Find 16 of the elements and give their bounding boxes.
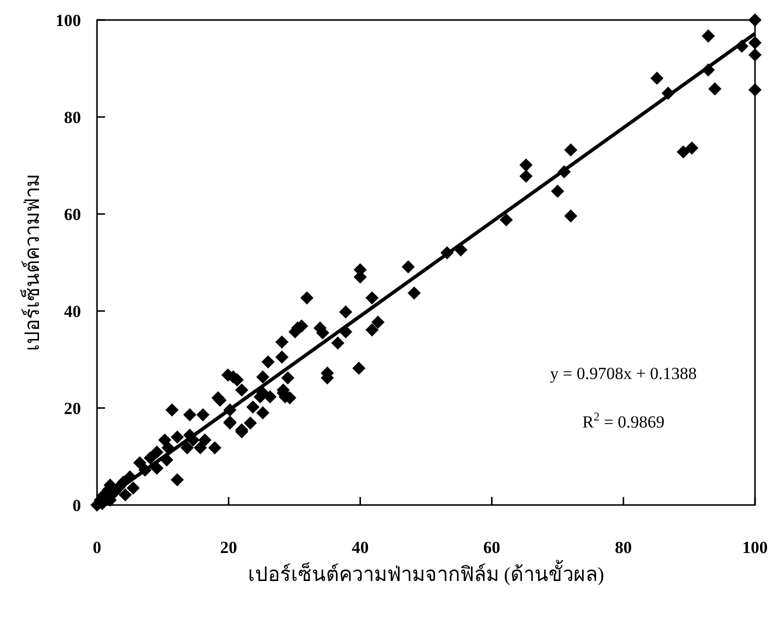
y-tick-label: 60 [64, 204, 81, 224]
x-tick-label: 20 [220, 538, 238, 557]
x-tick-label: 60 [483, 538, 500, 557]
y-tick-label: 40 [64, 302, 81, 321]
x-tick-label: 80 [614, 538, 632, 557]
y-axis-title: เปอร์เซ็นต์ความฟ่าม [19, 174, 44, 351]
x-tick-label: 0 [92, 538, 102, 557]
annotation: R$^{2}$ = 0.9869 [582, 409, 664, 432]
y-tick-label: 20 [64, 398, 81, 418]
x-axis-title: เปอร์เซ็นต์ความฟ่ามจากฟิล์ม (ด้านขั้วผล) [248, 560, 604, 586]
y-tick-label: 0 [72, 496, 81, 515]
x-tick-label: 100 [742, 538, 768, 557]
annotation: y = 0.9708x + 0.1388 [550, 364, 697, 383]
y-tick-label: 80 [64, 108, 81, 127]
y-tick-label: 100 [56, 10, 81, 30]
x-tick-label: 40 [352, 538, 369, 557]
